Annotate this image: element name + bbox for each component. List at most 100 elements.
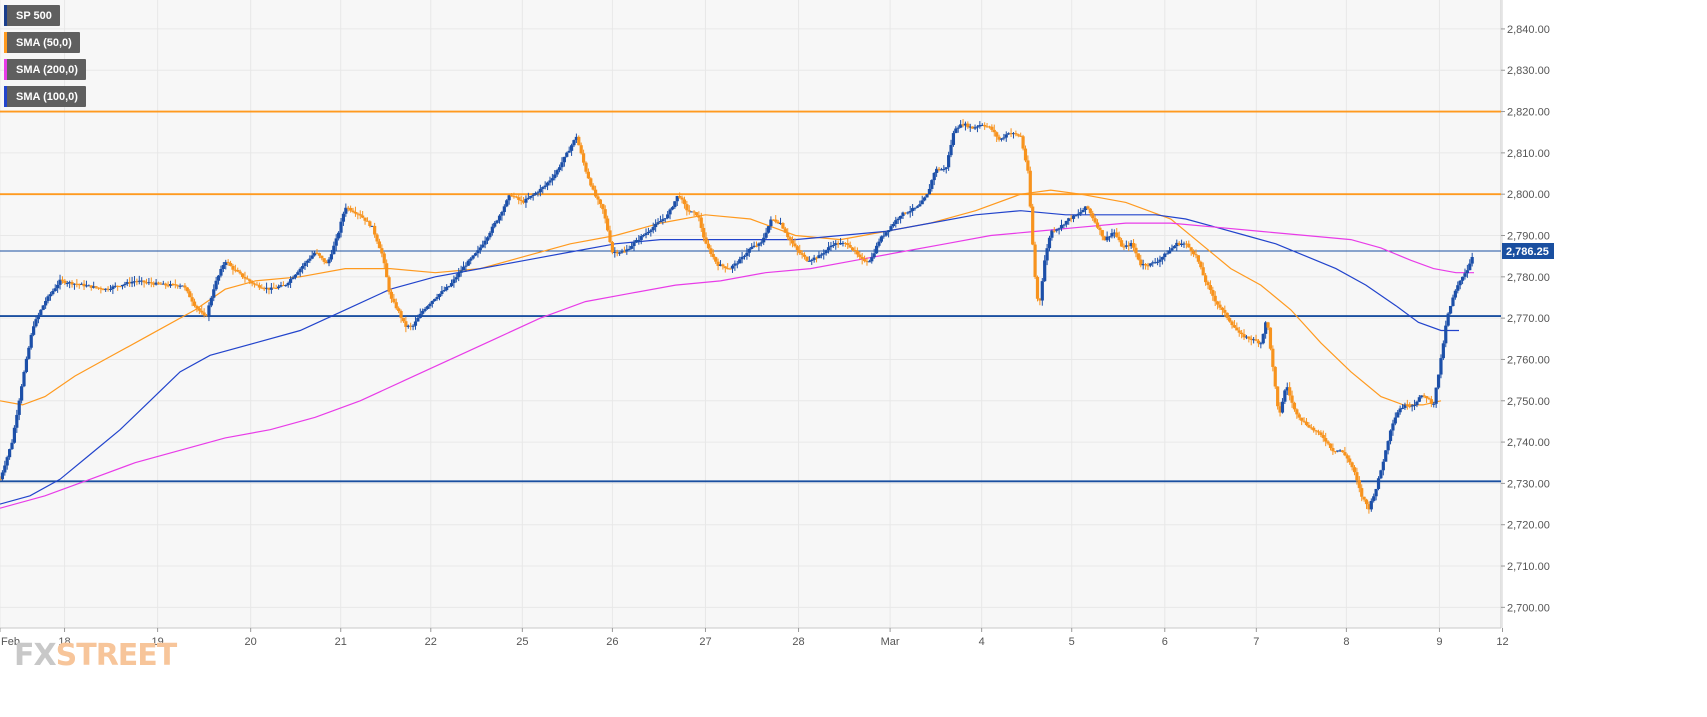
candle-down: [397, 308, 401, 312]
candle-up: [449, 283, 454, 287]
candle-up: [817, 255, 821, 259]
candle-up: [418, 313, 422, 318]
candle-up: [536, 192, 540, 194]
candle-down: [1189, 247, 1193, 252]
candle-up: [1444, 325, 1448, 344]
candle-up: [464, 265, 468, 267]
candle-up: [1465, 270, 1469, 274]
y-tick-label: 2,770.00: [1507, 313, 1550, 325]
candle-up: [738, 259, 742, 264]
candle-up: [889, 226, 893, 231]
candle-down: [116, 285, 120, 287]
candle-down: [519, 199, 523, 201]
candle-up: [125, 282, 129, 284]
candle-down: [858, 254, 862, 257]
candle-down: [156, 282, 161, 284]
candle-up: [819, 254, 823, 256]
candle-up: [834, 242, 838, 246]
candle-up: [618, 252, 622, 254]
candle-up: [1403, 404, 1407, 408]
candle-up: [947, 155, 951, 168]
candle-up: [1417, 397, 1421, 402]
candle-up: [569, 145, 574, 151]
candle-down: [101, 289, 105, 291]
candle-up: [24, 358, 29, 372]
candle-up: [1172, 246, 1176, 249]
x-tick-label: 8: [1343, 636, 1349, 648]
candle-up: [1336, 450, 1340, 452]
x-tick-label: Feb: [1, 636, 20, 648]
candle-down: [1302, 420, 1306, 422]
candle-down: [142, 280, 146, 283]
candle-down: [776, 221, 780, 224]
candle-up: [769, 219, 773, 227]
candle-up: [630, 246, 634, 249]
candle-up: [930, 180, 934, 189]
candle-down: [795, 246, 799, 250]
candle-up: [627, 248, 631, 250]
candle-down: [1268, 327, 1273, 349]
candle-down: [368, 221, 372, 227]
candle-up: [454, 277, 458, 280]
candle-up: [531, 194, 535, 196]
candle-up: [36, 314, 41, 320]
candle-down: [1093, 218, 1097, 223]
candle-down: [1033, 244, 1037, 277]
candle-up: [493, 222, 497, 227]
candle-down: [1131, 243, 1136, 248]
candle-up: [264, 287, 269, 289]
candle-up: [1059, 225, 1064, 229]
candle-up: [313, 252, 317, 256]
candle-down: [1038, 298, 1042, 301]
candle-down: [152, 283, 156, 285]
candle-up: [944, 167, 948, 169]
candle-down: [971, 126, 975, 129]
candle-up: [1179, 243, 1184, 246]
candle-up: [15, 414, 19, 428]
candle-down: [197, 308, 201, 311]
candle-down: [1098, 227, 1102, 231]
candle-down: [1086, 206, 1090, 209]
legend-sma50[interactable]: SMA (50,0): [4, 32, 80, 53]
candle-down: [317, 253, 322, 256]
candle-down: [274, 288, 278, 290]
candle-down: [1204, 275, 1208, 283]
x-tick-label: 6: [1162, 636, 1168, 648]
candle-down: [60, 279, 65, 281]
candle-up: [425, 306, 430, 309]
candle-down: [1216, 301, 1220, 305]
candle-up: [469, 258, 473, 261]
last-price-label: 2,786.25: [1506, 246, 1549, 258]
candle-up: [745, 252, 749, 256]
candle-down: [1228, 317, 1232, 322]
candle-up: [1448, 305, 1453, 314]
legend-swatch-sma100: [4, 86, 7, 107]
candle-down: [1309, 427, 1313, 429]
candle-up: [932, 172, 936, 181]
candle-up: [44, 301, 48, 306]
legend-sp500[interactable]: SP 500: [4, 5, 60, 26]
candle-up: [562, 156, 566, 163]
candle-down: [226, 261, 230, 263]
candle-down: [325, 261, 329, 264]
candle-up: [123, 283, 127, 285]
candle-down: [1122, 246, 1126, 248]
candle-down: [1199, 261, 1203, 268]
candle-up: [529, 195, 533, 198]
legend-sma200[interactable]: SMA (200,0): [4, 59, 86, 80]
candle-up: [58, 279, 62, 285]
candle-up: [1398, 408, 1402, 413]
candle-up: [1141, 263, 1145, 266]
candle-up: [896, 218, 900, 221]
y-tick-label: 2,840.00: [1507, 24, 1550, 36]
candle-up: [1002, 137, 1006, 139]
candle-down: [392, 298, 396, 303]
candle-up: [646, 231, 651, 234]
candle-up: [416, 317, 420, 322]
candle-up: [891, 224, 895, 227]
candle-down: [721, 264, 725, 267]
candle-up: [620, 251, 624, 253]
legend-sma100[interactable]: SMA (100,0): [4, 86, 86, 107]
logo-part-fx: FX: [14, 638, 57, 673]
candle-down: [0, 479, 2, 481]
